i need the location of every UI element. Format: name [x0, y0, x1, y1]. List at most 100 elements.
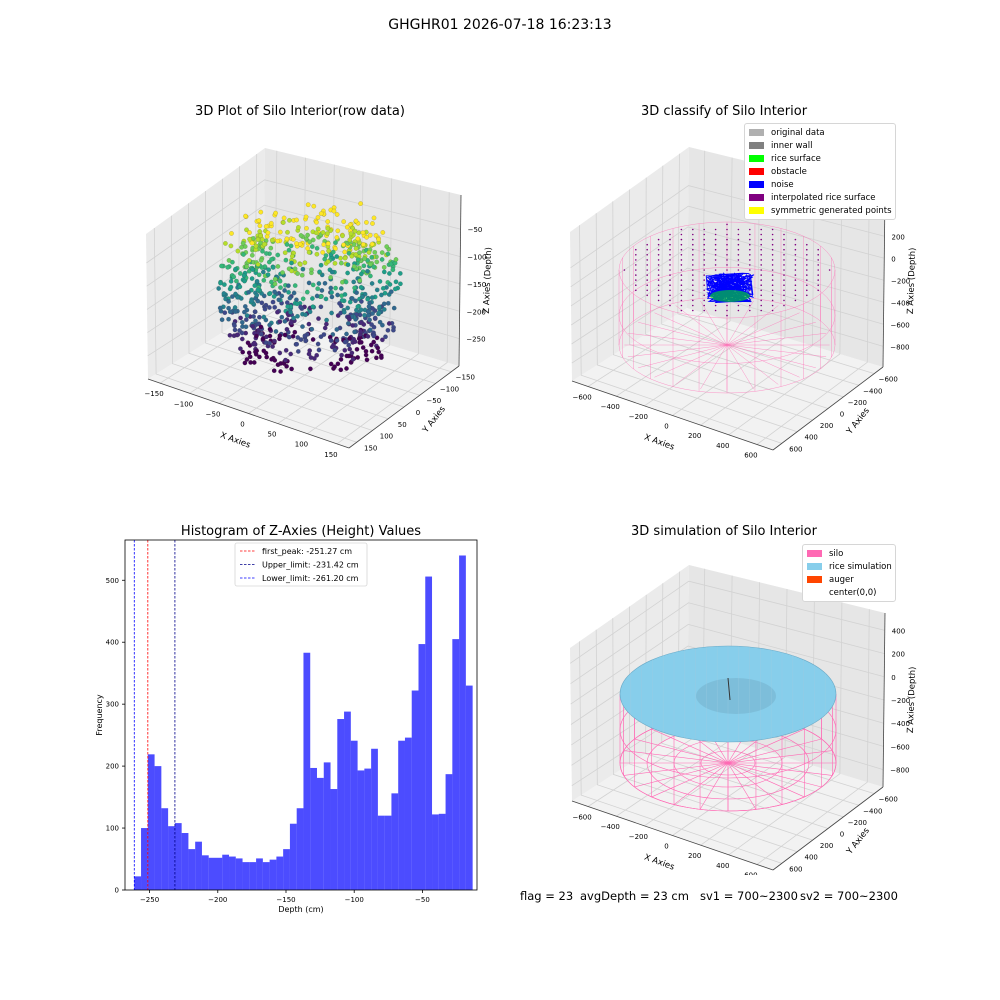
data-point	[369, 295, 375, 300]
x-tick-label: 600	[744, 451, 757, 459]
surface-point	[760, 289, 762, 292]
histogram-bar	[134, 876, 142, 890]
data-point	[282, 332, 288, 338]
silo-floor-ring	[700, 750, 756, 776]
data-point	[353, 218, 359, 224]
classify-legend-item: rice surface	[749, 152, 891, 165]
data-point	[351, 336, 357, 342]
surface-point	[806, 243, 808, 246]
z-axis-line	[458, 194, 462, 367]
silo-floor-spoke	[700, 300, 728, 346]
data-point	[381, 307, 387, 312]
surface-point	[749, 233, 751, 236]
data-point	[321, 332, 327, 337]
data-point	[351, 264, 357, 269]
surface-point	[760, 309, 762, 312]
surface-point	[692, 238, 694, 241]
surface-point	[737, 269, 740, 271]
silo-floor-spoke	[726, 305, 779, 346]
surface-point	[817, 284, 819, 287]
surface-point	[794, 269, 797, 271]
y-axis-line	[772, 366, 884, 451]
surface-point	[680, 299, 683, 302]
data-point	[246, 350, 252, 356]
legend-label: first_peak: -251.27 cm	[262, 547, 352, 556]
histogram-bar	[398, 740, 405, 890]
data-point	[278, 285, 283, 290]
surface-point	[646, 279, 648, 281]
z-axis-line	[882, 194, 886, 368]
histogram-bar	[154, 766, 162, 890]
y-grid-line	[595, 213, 798, 433]
data-point	[308, 366, 313, 372]
data-point	[259, 300, 265, 306]
histogram-bar	[364, 768, 372, 890]
data-point	[317, 269, 322, 275]
data-point	[249, 276, 255, 281]
data-point	[343, 279, 349, 285]
z-tick-label: 200	[892, 233, 905, 241]
surface-point	[669, 269, 671, 271]
data-point	[252, 309, 258, 315]
histogram-bar	[141, 828, 148, 890]
histogram-bar	[181, 833, 189, 890]
y-grid-line	[629, 606, 829, 829]
surface-point	[680, 254, 683, 256]
data-point	[318, 211, 324, 216]
silo-floor-spoke	[675, 305, 728, 346]
y-tick-label: 0	[115, 887, 119, 895]
x-axis-label: X Axies	[643, 433, 676, 453]
surface-point	[771, 233, 774, 236]
surface-point	[657, 238, 660, 241]
surface-point	[771, 299, 774, 302]
data-point	[360, 242, 366, 247]
data-point	[348, 231, 354, 237]
flag-text: flag = 23	[520, 889, 574, 903]
surface-point	[737, 259, 740, 261]
surface-point	[714, 243, 717, 246]
data-point	[284, 236, 290, 242]
classify-legend-item: symmetric generated points	[749, 204, 892, 217]
data-point	[362, 312, 367, 318]
data-point	[275, 264, 281, 269]
surface-point	[680, 243, 683, 246]
y-grid-line	[645, 594, 844, 818]
data-point	[255, 237, 261, 242]
data-point	[349, 253, 355, 259]
data-point	[242, 309, 247, 315]
surface-point	[657, 254, 660, 256]
surface-point	[657, 284, 660, 287]
z-grid-line	[147, 255, 460, 333]
data-point	[226, 258, 232, 263]
data-point	[375, 345, 381, 351]
silo-floor-spoke	[726, 344, 779, 385]
surface-point	[794, 243, 797, 246]
surface-point	[771, 289, 774, 292]
y-grid-line	[612, 618, 813, 841]
surface-point	[703, 254, 705, 256]
surface-point	[635, 284, 637, 287]
data-point	[267, 326, 273, 332]
data-point	[300, 296, 306, 302]
data-point	[307, 309, 313, 315]
y-tick-label: 300	[106, 701, 119, 709]
surface-point	[828, 269, 831, 271]
legend-label: original data	[771, 127, 825, 138]
z-grid-line	[571, 267, 884, 345]
y-axis-line	[772, 786, 884, 871]
data-point	[341, 219, 347, 224]
histogram-bar	[269, 859, 277, 890]
x-tick-label: −200	[629, 413, 648, 421]
data-point	[365, 268, 370, 274]
y-tick-label: 200	[106, 763, 119, 771]
data-point	[307, 239, 313, 245]
z-grid-line	[570, 247, 884, 326]
histogram-bar	[384, 815, 392, 890]
data-point	[270, 344, 275, 349]
surface-point	[794, 279, 797, 281]
legend-label: Upper_limit: -231.42 cm	[262, 561, 359, 570]
data-point	[338, 260, 344, 266]
data-point	[232, 323, 237, 329]
surface-point	[737, 243, 740, 246]
surface-point	[760, 248, 762, 251]
